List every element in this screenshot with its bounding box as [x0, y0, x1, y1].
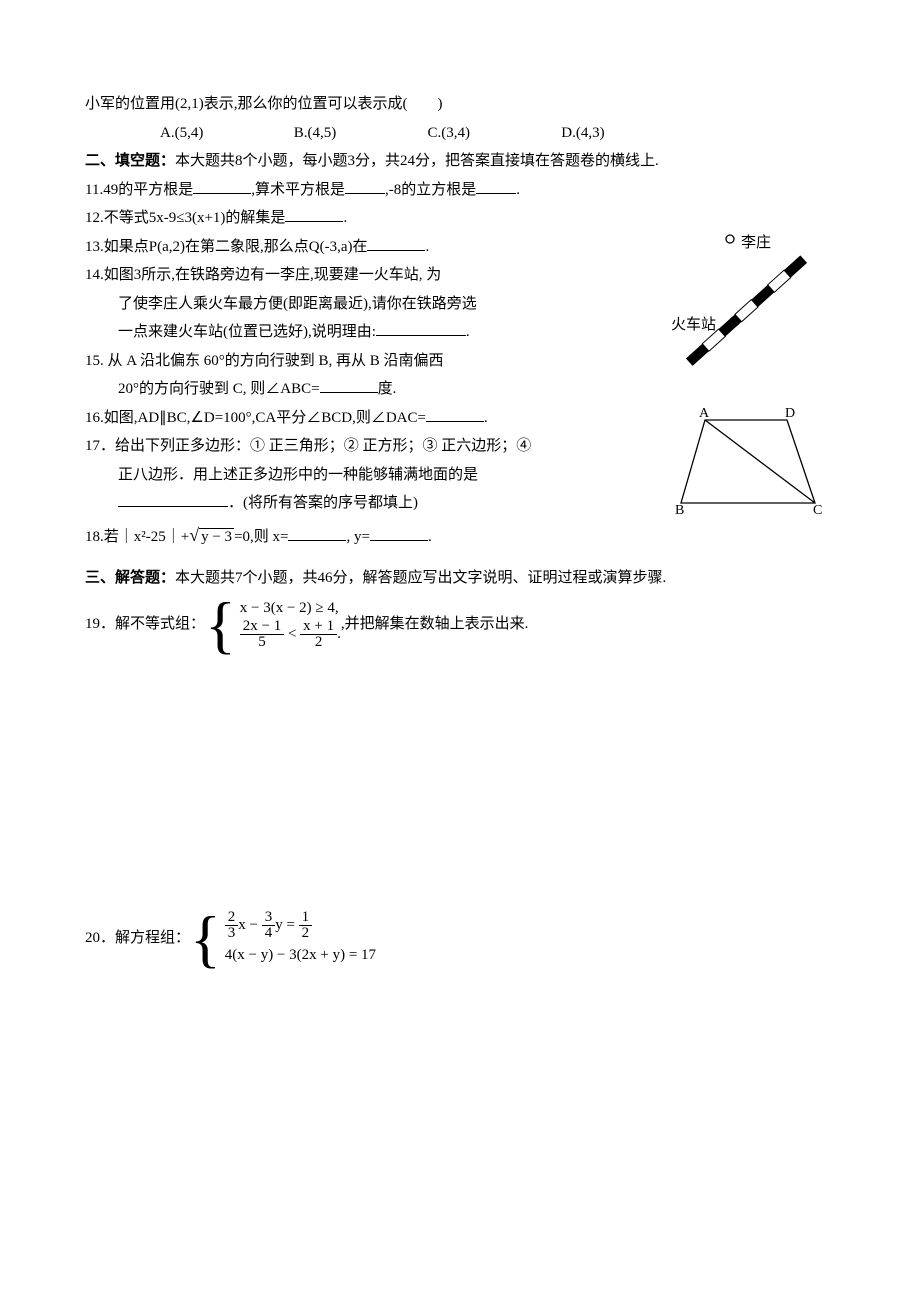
q20: 20．解方程组： { 23x − 34y = 12 4(x − y) − 3(2…	[85, 910, 835, 966]
q16-17-block: A D B C 16.如图,AD∥BC,∠D=100°,CA平分∠BCD,则∠D…	[85, 404, 835, 518]
q11-mid2: ,-8的立方根是	[385, 182, 476, 198]
q20-r1m1: x −	[238, 917, 261, 933]
q15-l2a: 20°的方向行驶到 C, 则∠ABC=	[118, 381, 320, 397]
q19-system: { x − 3(x − 2) ≥ 4, 2x − 15 < x + 12.	[205, 598, 341, 650]
trapezoid-figure: A D B C	[675, 408, 835, 518]
section3-title: 三、解答题：	[85, 570, 175, 586]
q18-mid: =0,则 x=	[234, 529, 288, 545]
q16-blank[interactable]	[426, 406, 484, 422]
q20-f1: 23	[225, 910, 239, 941]
q19-label: 19．解不等式组：	[85, 610, 205, 639]
prev-q-continuation: 小军的位置用(2,1)表示,那么你的位置可以表示成( )	[85, 90, 835, 119]
trapezoid-shape	[681, 420, 815, 503]
q20-system: { 23x − 34y = 12 4(x − y) − 3(2x + y) = …	[190, 910, 376, 966]
q15-blank[interactable]	[320, 377, 378, 393]
q12-pre: 12.不等式5x-9≤3(x+1)的解集是	[85, 210, 285, 226]
q19-frac1: 2x − 15	[240, 619, 284, 650]
label-C: C	[813, 503, 822, 518]
q14-l3b: .	[466, 324, 470, 340]
brace-icon: {	[190, 913, 221, 964]
lizhuang-label: 李庄	[741, 229, 771, 258]
q11-blank1[interactable]	[193, 178, 251, 194]
q19-row2: 2x − 15 < x + 12.	[240, 619, 341, 650]
q11-blank2[interactable]	[345, 178, 385, 194]
q11-end: .	[516, 182, 520, 198]
q20-row2: 4(x − y) − 3(2x + y) = 17	[225, 941, 376, 966]
q20-label: 20．解方程组：	[85, 924, 190, 953]
section3-heading: 三、解答题：本大题共7个小题，共46分，解答题应写出文字说明、证明过程或演算步骤…	[85, 564, 835, 593]
section2-title: 二、填空题：	[85, 153, 175, 169]
prev-q-options: A.(5,4) B.(4,5) C.(3,4) D.(4,3)	[85, 119, 835, 148]
q13-pre: 13.如果点P(a,2)在第二象限,那么点Q(-3,a)在	[85, 239, 367, 255]
sqrt-arg: y − 3	[199, 528, 234, 545]
q12-end: .	[343, 210, 347, 226]
q18-blank2[interactable]	[370, 525, 428, 541]
q12-blank[interactable]	[285, 206, 343, 222]
q13-blank[interactable]	[367, 235, 425, 251]
q11: 11.49的平方根是 ,算术平方根是 ,-8的立方根是.	[85, 176, 835, 205]
q18-mid2: , y=	[346, 529, 369, 545]
opt-b: B.(4,5)	[294, 119, 424, 148]
label-B: B	[675, 503, 684, 518]
q14-l3a: 一点来建火车站(位置已选好),说明理由:	[118, 324, 376, 340]
q19-frac2: x + 12	[300, 619, 337, 650]
q19-row1: x − 3(x − 2) ≥ 4,	[240, 598, 341, 619]
q15-l2: 20°的方向行驶到 C, 则∠ABC= 度.	[85, 375, 835, 404]
q13-end: .	[425, 239, 429, 255]
q16-end: .	[484, 410, 488, 426]
brace-icon: {	[205, 599, 236, 650]
q18: 18.若｜x²-25｜+√y − 3=0,则 x= , y=.	[85, 518, 835, 552]
diagonal	[705, 420, 815, 503]
railway-figure: 李庄 火车站	[625, 227, 835, 377]
opt-d: D.(4,3)	[561, 119, 604, 148]
q20-r1m2: y =	[275, 917, 298, 933]
q11-pre: 11.49的平方根是	[85, 182, 193, 198]
q19: 19．解不等式组： { x − 3(x − 2) ≥ 4, 2x − 15 < …	[85, 598, 835, 650]
q18-blank1[interactable]	[288, 525, 346, 541]
q11-mid: ,算术平方根是	[251, 182, 345, 198]
q18-pre: 18.若｜x²-25｜+	[85, 529, 189, 545]
q17-blank[interactable]	[118, 491, 228, 507]
q11-blank3[interactable]	[476, 178, 516, 194]
sqrt-expr: √y − 3	[189, 518, 234, 552]
label-D: D	[785, 408, 795, 421]
q14-blank[interactable]	[376, 320, 466, 336]
q20-row1: 23x − 34y = 12	[225, 910, 376, 941]
station-label: 火车站	[671, 311, 716, 340]
lizhuang-point-icon	[726, 235, 734, 243]
q20-f3: 12	[299, 910, 313, 941]
q15-l2b: 度.	[378, 381, 397, 397]
section2-desc: 本大题共8个小题，每小题3分，共24分，把答案直接填在答题卷的横线上.	[175, 153, 659, 169]
q13-15-block: 李庄 火车站 13.如果点P(a,2)在第二象限,那么点Q(-3,a)在. 14…	[85, 233, 835, 404]
q20-f2: 34	[262, 910, 276, 941]
q19-lt: <	[284, 626, 300, 642]
opt-a: A.(5,4)	[160, 119, 290, 148]
q17-l3txt: ．(将所有答案的序号都填上)	[228, 495, 418, 511]
q16-pre: 16.如图,AD∥BC,∠D=100°,CA平分∠BCD,则∠DAC=	[85, 410, 426, 426]
opt-c: C.(3,4)	[428, 119, 558, 148]
section3-desc: 本大题共7个小题，共46分，解答题应写出文字说明、证明过程或演算步骤.	[175, 570, 666, 586]
q19-tail: ,并把解集在数轴上表示出来.	[341, 610, 529, 639]
label-A: A	[699, 408, 710, 421]
q18-end: .	[428, 529, 432, 545]
section2-heading: 二、填空题：本大题共8个小题，每小题3分，共24分，把答案直接填在答题卷的横线上…	[85, 147, 835, 176]
